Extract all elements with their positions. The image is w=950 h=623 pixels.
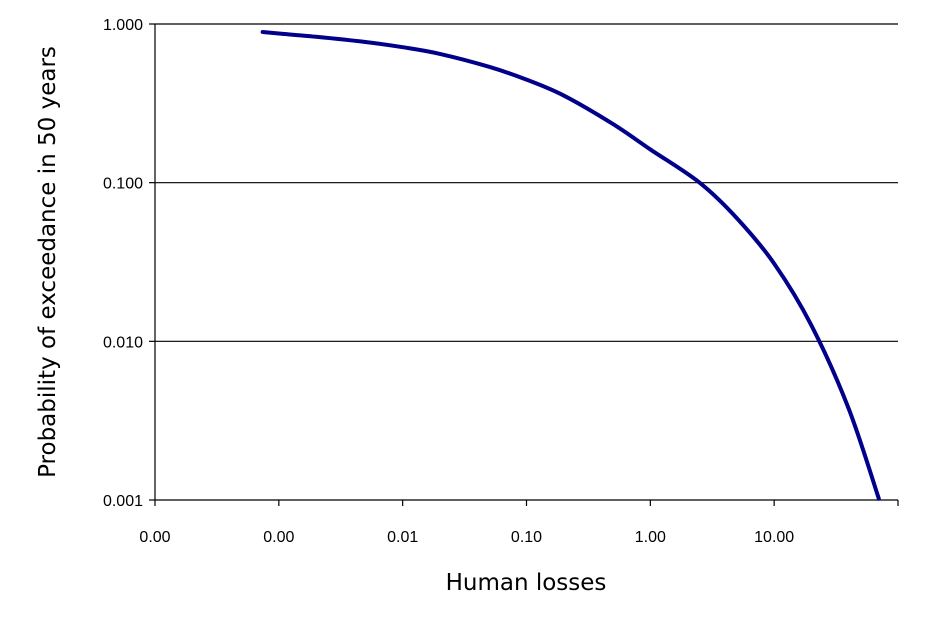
y-tick-label: 0.010 [103, 334, 143, 351]
x-tick-label: 0.10 [511, 529, 542, 546]
x-axis-title: Human losses [446, 570, 607, 596]
x-tick-label: 0.00 [263, 529, 294, 546]
series-layer [260, 30, 881, 501]
x-tick-label: 0.01 [387, 529, 418, 546]
axes [149, 23, 899, 506]
x-tick-label: 1.00 [635, 529, 666, 546]
y-tick-label: 0.100 [103, 176, 143, 193]
x-tick-label: 0.00 [139, 529, 170, 546]
y-tick-label: 0.001 [103, 493, 143, 510]
x-tick-label: 10.00 [754, 529, 794, 546]
series-line [260, 30, 881, 501]
gridlines [155, 23, 898, 342]
y-tick-label: 1.000 [103, 17, 143, 34]
y-axis-title: Probability of exceedance in 50 years [35, 46, 61, 478]
